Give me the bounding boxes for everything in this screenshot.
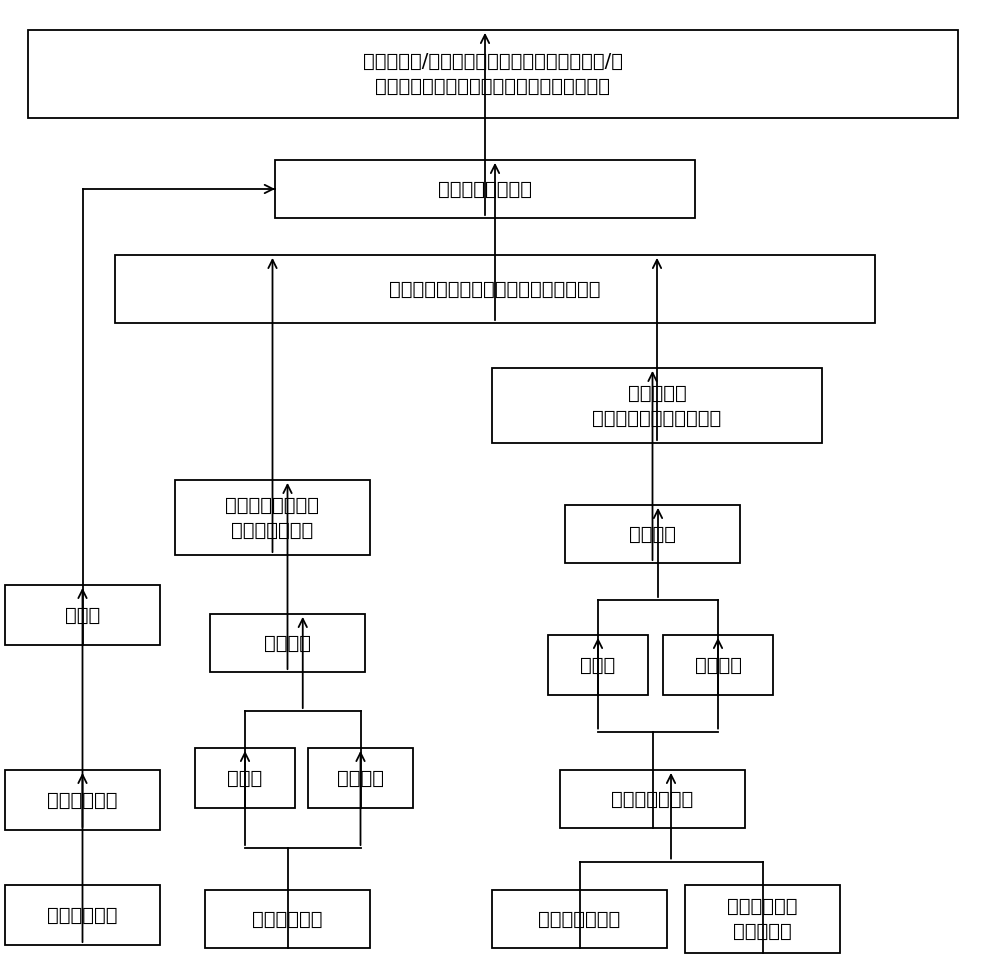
Bar [560, 770, 745, 828]
Bar [205, 890, 370, 948]
Bar [5, 770, 160, 830]
Bar [28, 30, 958, 118]
Text: 选定载荷状态: 选定载荷状态 [47, 906, 118, 924]
Bar [275, 160, 695, 218]
Bar [5, 885, 160, 945]
Text: 约束模态: 约束模态 [694, 656, 742, 674]
Bar [565, 505, 740, 563]
Bar [548, 635, 648, 695]
Bar [175, 480, 370, 555]
Text: 变换矩阵: 变换矩阵 [629, 525, 676, 543]
Bar [685, 885, 840, 953]
Bar [663, 635, 773, 695]
Bar [210, 614, 365, 672]
Text: 星箭组合结构模态空间质量、刚度、阻尼: 星箭组合结构模态空间质量、刚度、阻尼 [389, 279, 601, 299]
Bar [5, 585, 160, 645]
Text: 有效载荷物理
或数学模型: 有效载荷物理 或数学模型 [727, 897, 798, 941]
Text: 提取运载器/有效载荷界面、运载器内部节点线/角
加速度、速度、位移及两组单元间的力、力矩: 提取运载器/有效载荷界面、运载器内部节点线/角 加速度、速度、位移及两组单元间的… [363, 52, 623, 96]
Text: 主模态: 主模态 [580, 656, 616, 674]
Bar [308, 748, 413, 808]
Text: 组合体物理模型: 组合体物理模型 [611, 789, 694, 809]
Text: 组合体模态
空间聚缩质量、刚度矩阵: 组合体模态 空间聚缩质量、刚度矩阵 [592, 384, 722, 428]
Text: 广义力: 广义力 [65, 606, 100, 624]
Bar [492, 368, 822, 443]
Text: 主模态: 主模态 [227, 769, 263, 787]
Text: 约束模态: 约束模态 [337, 769, 384, 787]
Text: 星箭载荷耦合分析: 星箭载荷耦合分析 [438, 180, 532, 198]
Text: 运载器物理模型: 运载器物理模型 [538, 910, 621, 928]
Text: 火箭模态空间聚缩
质量、刚度矩阵: 火箭模态空间聚缩 质量、刚度矩阵 [226, 495, 320, 539]
Bar [115, 255, 875, 323]
Bar [195, 748, 295, 808]
Bar [492, 890, 667, 948]
Text: 火箭数学模型: 火箭数学模型 [252, 910, 323, 928]
Text: 确定外力函数: 确定外力函数 [47, 790, 118, 810]
Text: 变换矩阵: 变换矩阵 [264, 633, 311, 653]
